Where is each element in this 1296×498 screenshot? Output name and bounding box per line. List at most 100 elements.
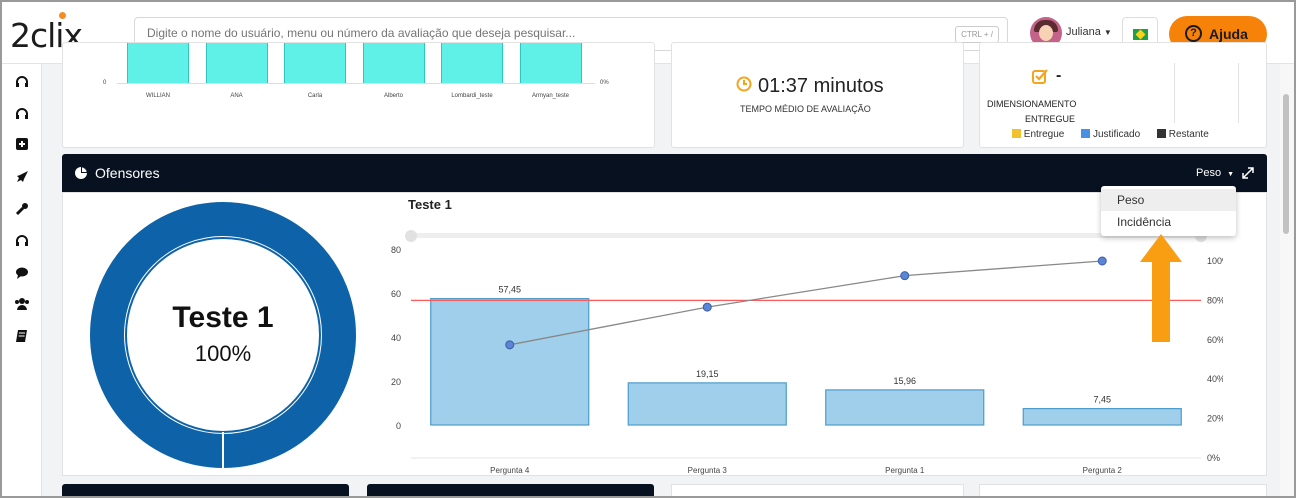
y2-tick-label: 100% [1207,256,1223,266]
sidebar [2,64,42,496]
rocket-icon[interactable] [15,170,29,184]
x-tick-label: Pergunta 1 [885,466,925,475]
bar [1022,408,1182,426]
dim-value: - [1056,67,1062,84]
donut-chart: Teste 1 100% [90,202,356,469]
dimensionamento-card: - DIMENSIONAMENTO ENTREGUE Entregue Just… [979,42,1267,148]
user-menu[interactable]: Juliana ▼ [1066,26,1112,38]
time-card: 01:37 minutos TEMPO MÉDIO DE AVALIAÇÃO [671,42,964,148]
cumulative-line [509,260,1103,346]
brazil-flag-icon [1133,29,1148,40]
bar [627,382,787,426]
metric-dropdown: Peso Incidência [1101,186,1236,236]
y-tick-label: 20 [391,377,401,387]
logo-dot [59,12,66,19]
legend-swatch-entregue [1012,129,1021,138]
bottom-card-dark [62,484,349,496]
user-bar-label: Alberto [383,93,403,99]
user-chart-card: 0 0% WILLIAN ANA Carla Alberto Lombardi_test… [62,42,655,148]
dim-label-line1: DIMENSIONAMENTO [987,99,1077,109]
pareto-chart: Teste 1 80 60 40 20 0 100% 80% 60% 40% 20% 0% 57,45… [391,197,1223,475]
x-tick-label: Pergunta 3 [688,466,728,475]
cumulative-point [1097,256,1107,266]
y2-tick-label: 60% [1207,335,1223,345]
time-value: 01:37 minutos [758,75,884,97]
checkbox-icon [1032,69,1048,84]
scrollbar-track[interactable] [1280,64,1294,496]
metric-selector-label: Peso [1196,167,1222,179]
y-tick-label: 0 [396,421,401,431]
user-bar-label: WILLIAN [145,93,170,99]
cumulative-point [900,271,910,281]
pie-chart-icon [75,167,87,179]
donut-value: 100% [195,341,251,366]
y-tick-label: 40 [391,333,401,343]
legend-justificado: Justificado [1092,129,1141,140]
caret-down-icon: ▼ [1227,171,1235,178]
user-bar-label: Carla [307,93,323,99]
bar-value-label: 7,45 [1093,395,1111,405]
bottom-card-dark [367,484,654,496]
headset-icon[interactable] [15,234,29,248]
help-icon: ? [1185,25,1202,42]
axis-line [117,83,595,84]
users-icon[interactable] [14,297,30,311]
dim-legend: Entregue Justificado Restante [1012,129,1209,140]
cumulative-point [505,340,515,350]
clock-icon [736,76,752,92]
user-name: Juliana [1066,26,1101,38]
legend-swatch-restante [1156,129,1166,138]
y2-tick-label: 80% [1207,295,1223,305]
bar-value-label: 57,45 [498,285,521,295]
user-bar [362,43,425,83]
zoom-track [411,233,1201,238]
plus-square-icon[interactable] [15,137,29,151]
bar-value-label: 19,15 [696,369,719,379]
pct-axis-zero: 0% [600,80,609,86]
chat-icon[interactable] [15,266,29,280]
ofensores-body: Teste 1 100% Teste 1 80 60 40 20 0 100% 80% 60%… [62,192,1267,476]
user-bar-label: Armyan_teste [531,93,570,99]
x-tick-label: Pergunta 4 [490,466,530,475]
divider [1174,63,1175,123]
headset-icon[interactable] [15,75,29,89]
user-bar [519,43,582,83]
headset-icon[interactable] [15,107,29,121]
y2-tick-label: 40% [1207,374,1223,384]
donut-inner-border [125,237,321,433]
help-label: Ajuda [1209,26,1248,42]
bottom-card-light [979,484,1267,496]
user-bar-label: Lombardi_teste [451,93,493,99]
zoom-handle-left[interactable] [405,230,417,242]
user-bar-label: ANA [230,93,243,99]
divider [1238,63,1239,123]
bar-value-label: 15,96 [893,376,916,386]
dropdown-item-peso[interactable]: Peso [1101,189,1236,211]
y-axis-zero: 0 [103,80,107,86]
legend-swatch-justificado [1081,129,1091,138]
user-bar [284,43,346,83]
wrench-icon[interactable] [15,202,29,216]
bar [825,389,985,426]
y-tick-label: 60 [391,289,401,299]
bar [430,298,590,426]
book-icon[interactable] [15,329,29,343]
y2-tick-label: 20% [1207,414,1223,424]
search-input[interactable] [147,26,927,40]
time-label: TEMPO MÉDIO DE AVALIAÇÃO [740,104,871,114]
expand-icon[interactable] [1242,167,1254,179]
ofensores-header: Ofensores Peso ▼ [62,154,1267,192]
scrollbar-thumb[interactable] [1283,94,1289,234]
y2-tick-label: 0% [1207,453,1220,463]
x-tick-label: Pergunta 2 [1083,466,1123,475]
cumulative-point [702,302,712,312]
metric-selector[interactable]: Peso ▼ [1196,167,1234,179]
dim-label-line2: ENTREGUE [1025,114,1076,124]
legend-restante: Restante [1168,129,1209,140]
user-bar [205,43,268,83]
dropdown-item-incidencia[interactable]: Incidência [1117,215,1172,229]
user-bar [127,43,189,83]
donut-ring [90,202,356,468]
bottom-card-light [671,484,964,496]
